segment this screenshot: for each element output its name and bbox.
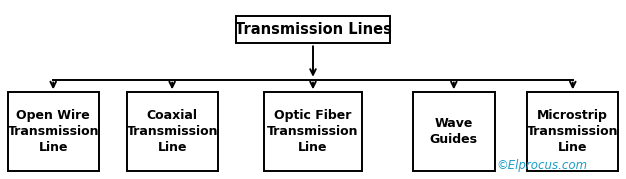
Text: Wave
Guides: Wave Guides xyxy=(430,117,478,146)
Text: Optic Fiber
Transmission
Line: Optic Fiber Transmission Line xyxy=(267,109,359,154)
Bar xyxy=(264,92,362,171)
Text: ©Elprocus.com: ©Elprocus.com xyxy=(496,159,587,172)
Bar xyxy=(8,92,99,171)
Bar xyxy=(237,16,389,43)
Text: Microstrip
Transmission
Line: Microstrip Transmission Line xyxy=(527,109,618,154)
Bar xyxy=(126,92,218,171)
Text: Open Wire
Transmission
Line: Open Wire Transmission Line xyxy=(8,109,99,154)
Text: Transmission Lines: Transmission Lines xyxy=(235,22,391,37)
Text: Coaxial
Transmission
Line: Coaxial Transmission Line xyxy=(126,109,218,154)
Bar xyxy=(527,92,618,171)
Bar xyxy=(413,92,495,171)
